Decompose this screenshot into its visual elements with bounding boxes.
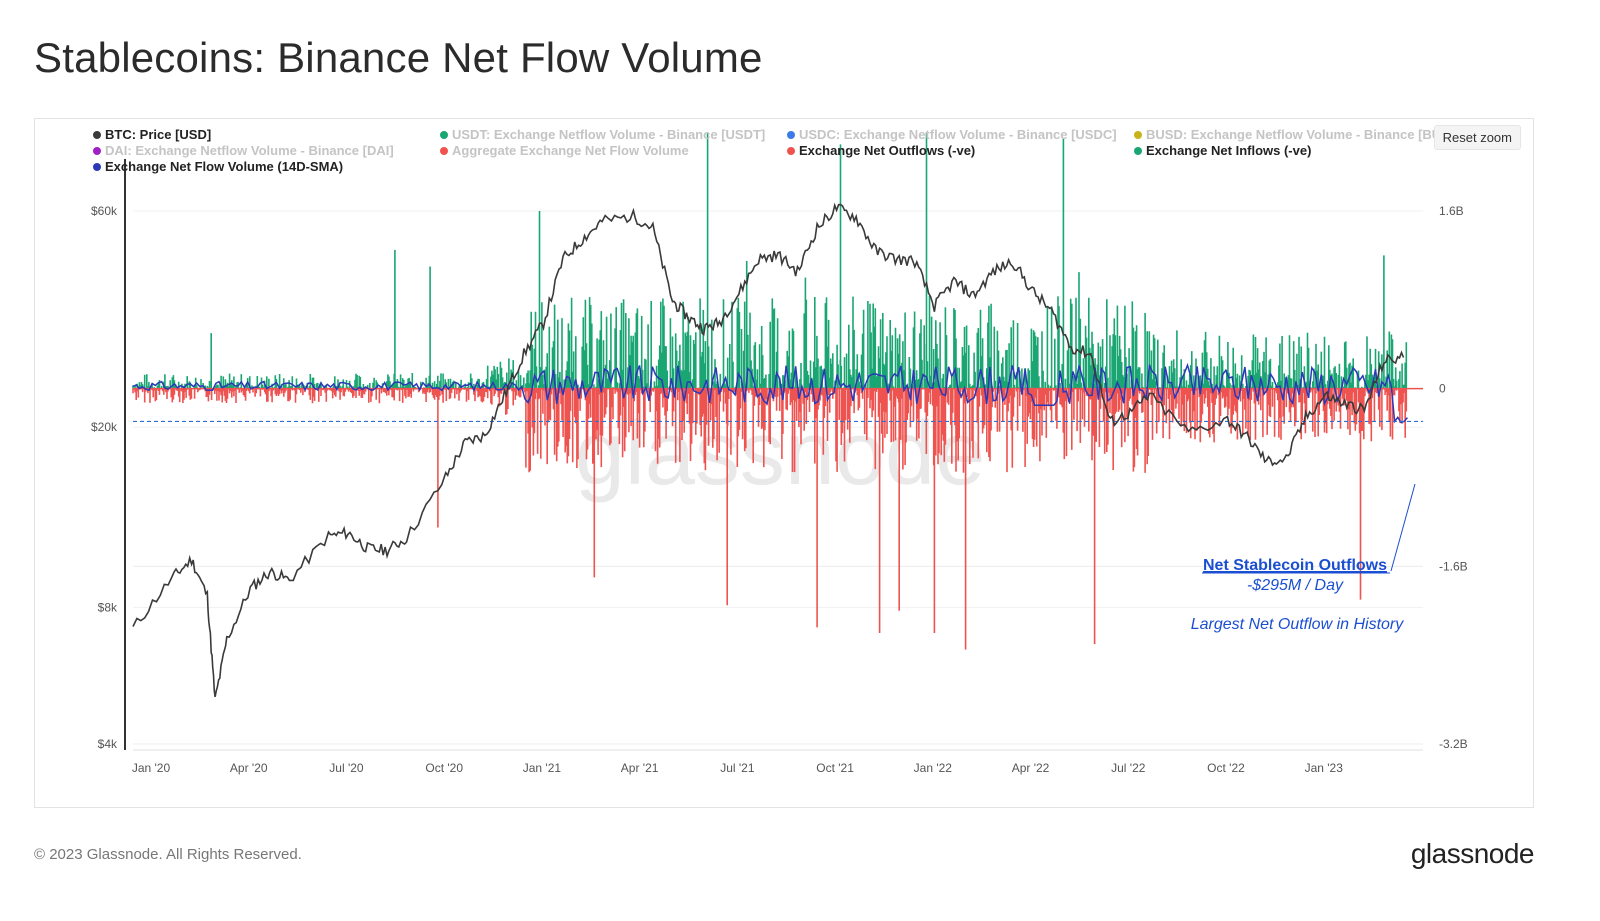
legend-item: BUSD: Exchange Netflow Volume - Binance … <box>1146 127 1441 142</box>
right-tick-label: 0 <box>1439 382 1446 396</box>
legend-item: USDT: Exchange Netflow Volume - Binance … <box>452 127 765 142</box>
reset-zoom-button[interactable]: Reset zoom <box>1433 125 1521 150</box>
left-tick-label: $4k <box>98 737 118 751</box>
x-tick-label: Apr '21 <box>621 761 659 775</box>
footer-copyright: © 2023 Glassnode. All Rights Reserved. <box>34 846 302 863</box>
legend-item: Exchange Net Flow Volume (14D-SMA) <box>105 159 343 174</box>
legend-marker <box>93 163 101 171</box>
annotation-title: Net Stablecoin Outflows <box>1203 557 1387 574</box>
legend-item: Aggregate Exchange Net Flow Volume <box>452 143 689 158</box>
left-tick-label: $60k <box>91 204 118 218</box>
x-tick-label: Jan '21 <box>523 761 562 775</box>
annotation-pointer <box>1390 483 1416 572</box>
right-tick-label: 1.6B <box>1439 204 1464 218</box>
left-tick-label: $20k <box>91 420 118 434</box>
x-tick-label: Oct '21 <box>816 761 854 775</box>
annotation-value: -$295M / Day <box>1247 577 1344 594</box>
right-tick-label: -1.6B <box>1439 559 1468 573</box>
x-tick-label: Jan '23 <box>1305 761 1344 775</box>
legend-item: Exchange Net Outflows (-ve) <box>799 143 975 158</box>
legend-marker <box>787 131 795 139</box>
glassnode-logo: glassnode <box>1410 838 1535 869</box>
series-net-outflows <box>132 388 1408 650</box>
x-tick-label: Jul '21 <box>720 761 755 775</box>
legend-marker <box>787 147 795 155</box>
legend-marker <box>1134 147 1142 155</box>
x-tick-label: Jul '20 <box>329 761 364 775</box>
x-tick-label: Oct '20 <box>425 761 463 775</box>
legend-marker <box>93 147 101 155</box>
legend-marker <box>440 147 448 155</box>
x-tick-label: Jul '22 <box>1111 761 1146 775</box>
series-btc-price <box>132 202 1405 698</box>
series-14d-sma <box>132 362 1408 424</box>
legend-marker <box>1134 131 1142 139</box>
chart-canvas: $60k $20k $8k $4k 1.6B 0 -1.6B -3.2B Jan '20 Apr … <box>91 127 1468 775</box>
chart-frame: $60k $20k $8k $4k 1.6B 0 -1.6B -3.2B Jan '20 Apr … <box>34 118 1534 808</box>
annotation-note: Largest Net Outflow in History <box>1191 616 1405 633</box>
x-tick-label: Apr '22 <box>1012 761 1050 775</box>
watermark: glassnode <box>575 404 985 504</box>
x-tick-label: Jan '20 <box>132 761 171 775</box>
x-tick-label: Jan '22 <box>914 761 953 775</box>
legend-item: Exchange Net Inflows (-ve) <box>1146 143 1311 158</box>
legend-item: BTC: Price [USD] <box>105 127 211 142</box>
right-tick-label: -3.2B <box>1439 737 1468 751</box>
legend-marker <box>440 131 448 139</box>
x-tick-label: Apr '20 <box>230 761 268 775</box>
legend-item: DAI: Exchange Netflow Volume - Binance [… <box>105 143 394 158</box>
legend-item: USDC: Exchange Netflow Volume - Binance … <box>799 127 1117 142</box>
page-title: Stablecoins: Binance Net Flow Volume <box>34 34 763 81</box>
x-tick-label: Oct '22 <box>1207 761 1245 775</box>
legend-marker <box>93 131 101 139</box>
left-tick-label: $8k <box>98 601 118 615</box>
